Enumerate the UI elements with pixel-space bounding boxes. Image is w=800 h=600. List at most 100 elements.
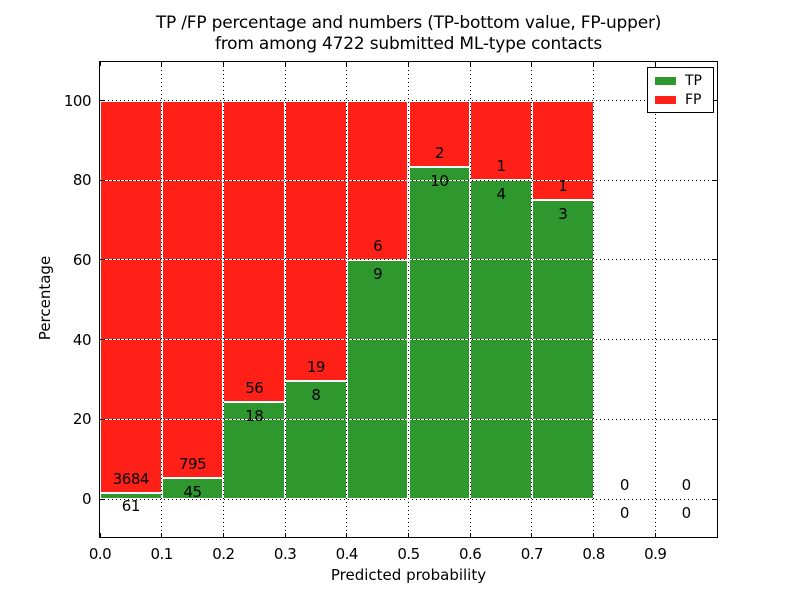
legend: TP FP bbox=[647, 67, 714, 113]
legend-tp-label: TP bbox=[685, 72, 702, 89]
tp-count-label: 3 bbox=[558, 205, 568, 224]
fp-count-label: 6 bbox=[373, 236, 383, 255]
fp-count-label: 0 bbox=[619, 476, 630, 495]
x-tick-mark-top bbox=[654, 62, 656, 66]
legend-tp-swatch bbox=[655, 76, 676, 85]
tp-count-label: 0 bbox=[619, 503, 630, 522]
y-tick-mark-right bbox=[713, 418, 717, 420]
x-tick-mark bbox=[531, 533, 533, 537]
y-tick-mark bbox=[100, 179, 104, 181]
x-tick-label: 0.8 bbox=[582, 545, 605, 563]
x-tick-mark bbox=[346, 533, 348, 537]
chart-title-line1: TP /FP percentage and numbers (TP-bottom… bbox=[155, 13, 662, 33]
y-tick-mark-right bbox=[713, 339, 717, 341]
x-tick-mark bbox=[593, 533, 595, 537]
x-tick-label: 0.0 bbox=[88, 545, 112, 563]
x-tick-mark-top bbox=[99, 62, 101, 66]
x-tick-mark-top bbox=[593, 62, 595, 66]
bar-fp-segment bbox=[531, 100, 594, 201]
tp-count-label: 45 bbox=[183, 482, 203, 501]
y-tick-mark bbox=[100, 339, 104, 341]
y-tick-mark-right bbox=[713, 259, 717, 261]
bar-fp-segment bbox=[100, 100, 162, 493]
legend-fp-label: FP bbox=[685, 91, 702, 108]
x-tick-mark bbox=[654, 533, 656, 537]
bar-fp-segment bbox=[470, 100, 532, 181]
bar-fp-segment bbox=[161, 100, 224, 478]
x-tick-mark-top bbox=[531, 62, 533, 66]
x-tick-label: 0.6 bbox=[459, 545, 482, 563]
fp-count-label: 3684 bbox=[112, 469, 150, 488]
y-tick-label: 100 bbox=[63, 91, 92, 110]
gridline-vertical bbox=[469, 62, 471, 537]
y-tick-label: 40 bbox=[72, 330, 92, 349]
x-tick-mark-top bbox=[408, 62, 409, 66]
tp-count-label: 4 bbox=[496, 185, 507, 204]
gridline-vertical bbox=[654, 62, 656, 537]
gridline-vertical bbox=[531, 62, 533, 537]
gridline-vertical bbox=[284, 62, 286, 537]
tp-count-label: 9 bbox=[373, 264, 383, 283]
x-tick-mark-top bbox=[222, 62, 224, 66]
y-tick-label: 0 bbox=[81, 490, 92, 508]
chart-title: TP /FP percentage and numbers (TP-bottom… bbox=[99, 13, 718, 55]
bar-tp-segment bbox=[346, 259, 409, 499]
fp-count-label: 795 bbox=[178, 454, 207, 473]
x-tick-label: 0.5 bbox=[397, 545, 420, 563]
x-tick-mark-top bbox=[161, 62, 163, 66]
x-tick-label: 0.1 bbox=[150, 545, 174, 563]
y-tick-label: 20 bbox=[72, 410, 92, 429]
y-tick-label: 80 bbox=[72, 171, 92, 190]
x-tick-label: 0.9 bbox=[644, 545, 667, 563]
y-tick-mark-right bbox=[713, 100, 717, 101]
bar-fp-segment bbox=[223, 100, 286, 403]
x-tick-label: 0.2 bbox=[212, 545, 235, 563]
x-tick-mark-top bbox=[284, 62, 286, 66]
chart-title-line2: from among 4722 submitted ML-type contac… bbox=[214, 34, 603, 54]
tp-count-label: 18 bbox=[245, 407, 264, 425]
fp-count-label: 19 bbox=[306, 357, 326, 376]
tp-count-label: 0 bbox=[681, 503, 692, 522]
tp-count-label: 10 bbox=[430, 171, 449, 190]
x-tick-mark bbox=[408, 533, 409, 537]
y-tick-label: 60 bbox=[72, 250, 92, 269]
bar-tp-segment bbox=[408, 166, 471, 499]
gridline-vertical bbox=[346, 62, 348, 537]
x-tick-label: 0.7 bbox=[520, 545, 544, 563]
plot-area: 3684 61 795 45 56 18 19 8 6 9 2 10 1 4 1 3 0 0 0 0 bbox=[99, 61, 718, 538]
bar-fp-segment bbox=[408, 100, 471, 167]
x-tick-label: 0.3 bbox=[273, 545, 297, 563]
tp-count-label: 61 bbox=[121, 497, 141, 516]
fp-count-label: 1 bbox=[496, 157, 507, 176]
gridline-vertical bbox=[161, 62, 163, 537]
x-axis-label: Predicted probability bbox=[330, 566, 487, 584]
gridline-vertical bbox=[593, 62, 595, 537]
gridline-vertical bbox=[222, 62, 224, 537]
y-tick-mark bbox=[100, 100, 104, 101]
tp-count-label: 8 bbox=[311, 385, 321, 404]
x-tick-mark bbox=[284, 533, 286, 537]
x-tick-mark bbox=[161, 533, 163, 537]
fp-count-label: 1 bbox=[558, 177, 568, 196]
fp-count-label: 2 bbox=[434, 143, 445, 162]
y-tick-mark bbox=[100, 259, 104, 261]
bar-tp-segment bbox=[285, 380, 347, 499]
bar-fp-segment bbox=[285, 100, 347, 381]
y-tick-mark-right bbox=[713, 498, 717, 500]
legend-row-tp: TP bbox=[655, 73, 706, 89]
x-tick-mark bbox=[469, 533, 471, 537]
y-tick-mark bbox=[100, 498, 104, 500]
gridline-vertical bbox=[408, 62, 409, 537]
bar-tp-segment bbox=[531, 200, 594, 499]
x-tick-mark-top bbox=[469, 62, 471, 66]
y-tick-mark-right bbox=[713, 179, 717, 181]
x-tick-mark bbox=[222, 533, 224, 537]
x-tick-mark-top bbox=[346, 62, 348, 66]
fp-count-label: 0 bbox=[681, 476, 692, 495]
x-tick-label: 0.4 bbox=[335, 545, 359, 563]
legend-fp-swatch bbox=[655, 95, 676, 104]
x-tick-mark bbox=[99, 533, 101, 537]
fp-count-label: 56 bbox=[245, 379, 264, 398]
legend-row-fp: FP bbox=[655, 92, 706, 108]
